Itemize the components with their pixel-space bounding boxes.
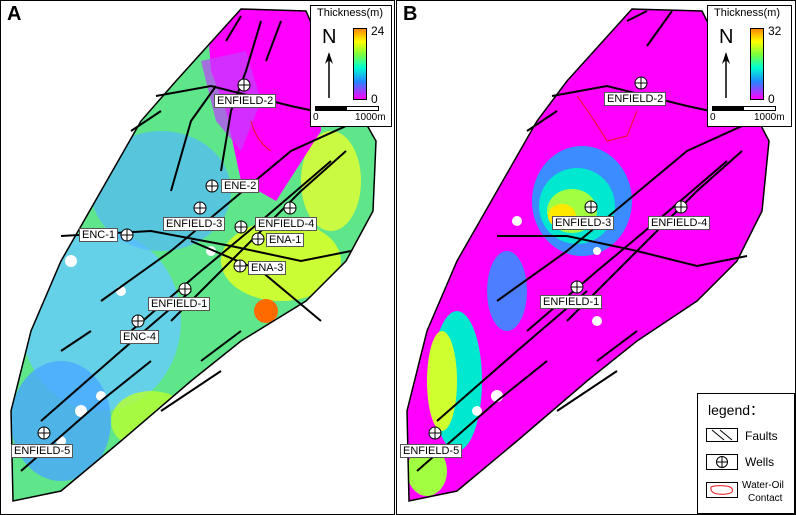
well-label: ENA-3 (248, 261, 287, 275)
scale-box: Thickness(m) N 32 0 0 1000m (707, 5, 792, 127)
scale-bar-start: 0 (313, 112, 319, 123)
north-label: N (322, 26, 337, 48)
scale-title: Thickness(m) (317, 7, 384, 19)
scale-title: Thickness(m) (714, 7, 781, 19)
legend-title: legend： (708, 402, 765, 418)
panel-letter: A (7, 3, 22, 25)
well-label: ENFIELD-3 (552, 216, 615, 230)
legend-wells: Wells (745, 455, 775, 469)
well-symbol-icon (706, 454, 738, 470)
legend: legend： Faults Wells Water-Oil Contact (697, 393, 795, 514)
scale-box: Thickness(m) N 24 0 0 1000m (310, 5, 392, 127)
water-oil-contact-b (576, 95, 638, 142)
north-label: N (719, 26, 734, 48)
well-label: ENFIELD-4 (648, 216, 711, 230)
color-ramp (353, 28, 367, 100)
color-ramp (750, 28, 764, 100)
contact-symbol-icon (706, 482, 738, 498)
panel-letter: B (403, 3, 418, 25)
scale-max: 24 (371, 24, 385, 38)
legend-contact: Contact (748, 493, 783, 504)
well-label: ENFIELD-1 (148, 297, 211, 311)
well-label: ENFIELD-5 (11, 444, 74, 458)
well-label: ENFIELD-5 (400, 444, 463, 458)
well-label: ENFIELD-3 (163, 217, 226, 231)
well-label: ENFIELD-2 (214, 94, 277, 108)
scale-bar-end: 1000m (754, 112, 785, 123)
scale-bar-end: 1000m (355, 112, 386, 123)
scale-min: 0 (768, 92, 775, 106)
north-arrow-icon (325, 52, 333, 98)
well-label: ENE-2 (221, 179, 260, 193)
scale-max: 32 (768, 24, 782, 38)
wells-a (37, 78, 297, 440)
well-label: ENFIELD-4 (255, 217, 318, 231)
well-label: ENC-1 (79, 228, 119, 242)
fault-symbol-icon (706, 428, 738, 442)
well-label: ENC-4 (120, 330, 160, 344)
scale-min: 0 (371, 92, 378, 106)
north-arrow-icon (722, 52, 730, 98)
scale-bar (712, 106, 776, 111)
well-label: ENA-1 (266, 233, 305, 247)
scale-bar (315, 106, 379, 111)
legend-water-oil: Water-Oil (742, 480, 784, 491)
scale-bar-start: 0 (710, 112, 716, 123)
well-label: ENFIELD-1 (540, 295, 603, 309)
wells-b (428, 76, 688, 440)
legend-faults: Faults (745, 429, 778, 443)
well-label: ENFIELD-2 (604, 92, 667, 106)
faults-a (10, 8, 377, 502)
map-panel-a: A ENFIELD-2 ENE-2 ENFIELD-3 ENFIELD-4 EN… (0, 0, 395, 515)
